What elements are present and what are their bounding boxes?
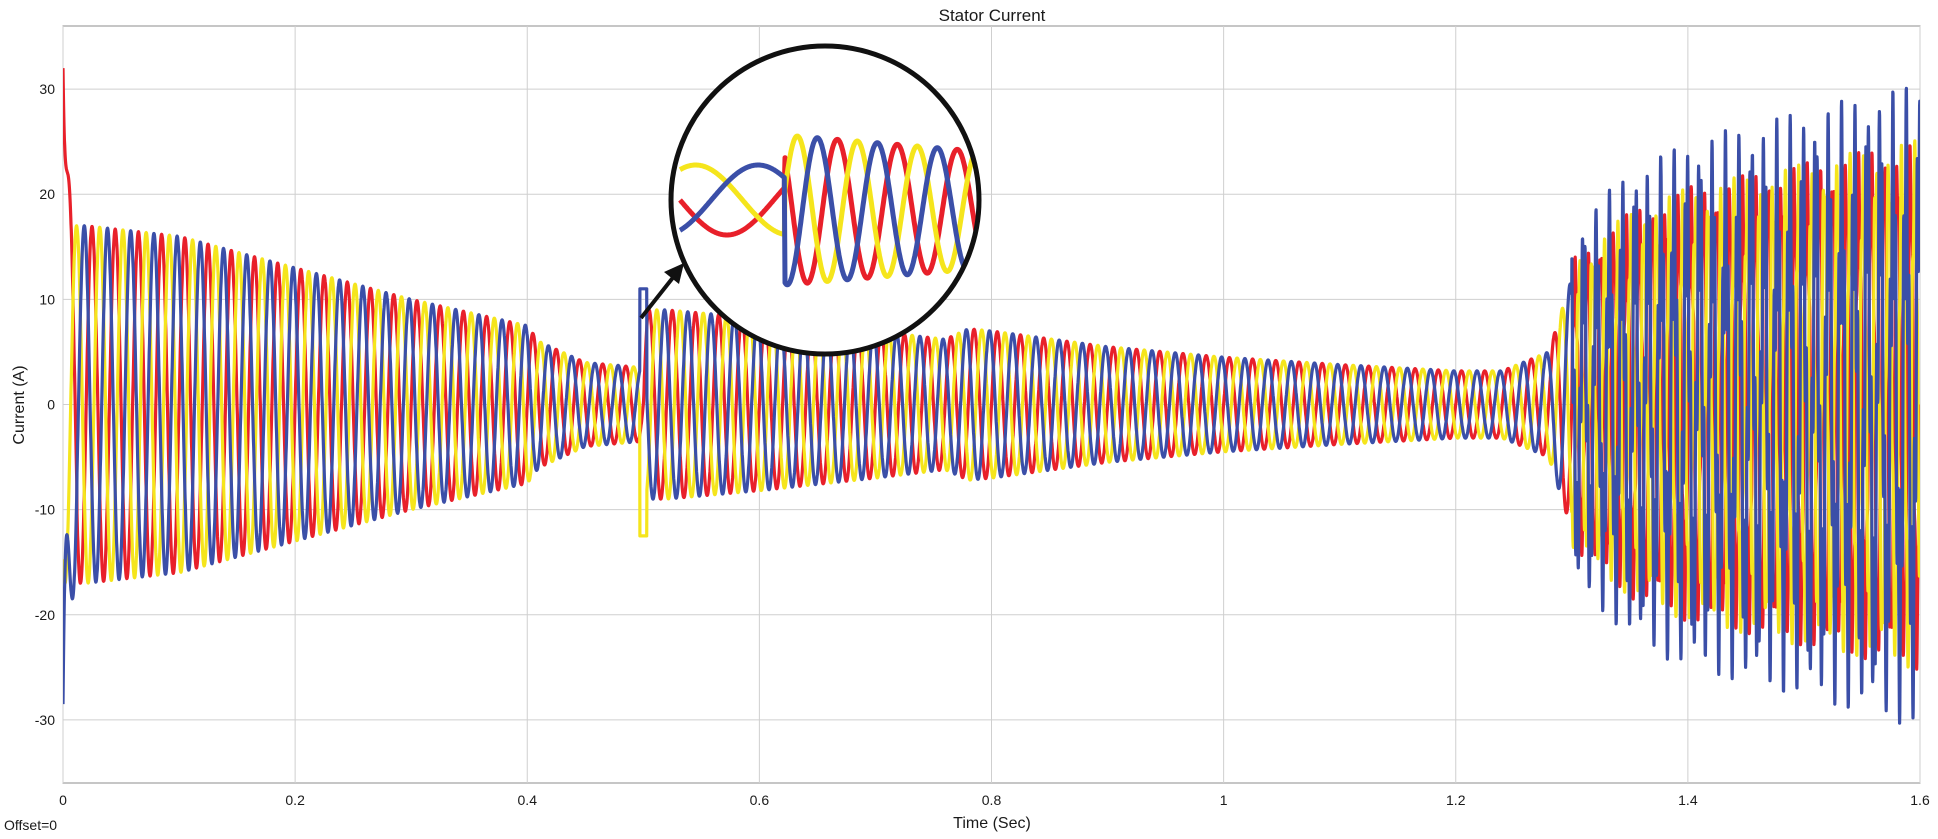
x-tick-label: 0.8 bbox=[982, 792, 1002, 808]
x-tick-label: 1.6 bbox=[1910, 792, 1930, 808]
x-tick-label: 1 bbox=[1220, 792, 1228, 808]
phase-c-line bbox=[63, 86, 1920, 725]
inset-pointer-arrow-icon bbox=[639, 263, 684, 320]
zoom-inset bbox=[639, 43, 982, 357]
x-tick-label: 0.4 bbox=[518, 792, 538, 808]
offset-label: Offset=0 bbox=[4, 817, 57, 833]
x-axis-label: Time (Sec) bbox=[953, 815, 1031, 832]
inset-series-group bbox=[678, 133, 979, 288]
x-tick-label: 0.2 bbox=[285, 792, 305, 808]
x-tick-label: 1.4 bbox=[1678, 792, 1698, 808]
y-tick-label: -10 bbox=[35, 502, 55, 518]
y-tick-label: -30 bbox=[35, 712, 55, 728]
inset-phase-b-line bbox=[678, 133, 979, 284]
x-tick-label: 0.6 bbox=[750, 792, 770, 808]
chart-title: Stator Current bbox=[939, 6, 1046, 25]
series-group bbox=[63, 68, 1920, 725]
phase-b-line bbox=[63, 139, 1920, 669]
y-tick-label: 0 bbox=[47, 397, 55, 413]
y-tick-label: -20 bbox=[35, 607, 55, 623]
phase-a-line bbox=[63, 68, 1920, 671]
y-tick-label: 20 bbox=[39, 186, 55, 202]
inset-phase-a-line bbox=[678, 136, 979, 286]
y-tick-label: 30 bbox=[39, 81, 55, 97]
x-axis-ticks: 0 0.2 0.4 0.6 0.8 1 1.2 1.4 1.6 bbox=[59, 792, 1930, 808]
x-tick-label: 1.2 bbox=[1446, 792, 1466, 808]
x-tick-label: 0 bbox=[59, 792, 67, 808]
y-tick-label: 10 bbox=[39, 291, 55, 307]
inset-border bbox=[668, 43, 982, 357]
y-axis-ticks: -30 -20 -10 0 10 20 30 bbox=[35, 81, 55, 728]
y-axis-label: Current (A) bbox=[11, 365, 28, 444]
inset-phase-c-line bbox=[678, 135, 979, 288]
